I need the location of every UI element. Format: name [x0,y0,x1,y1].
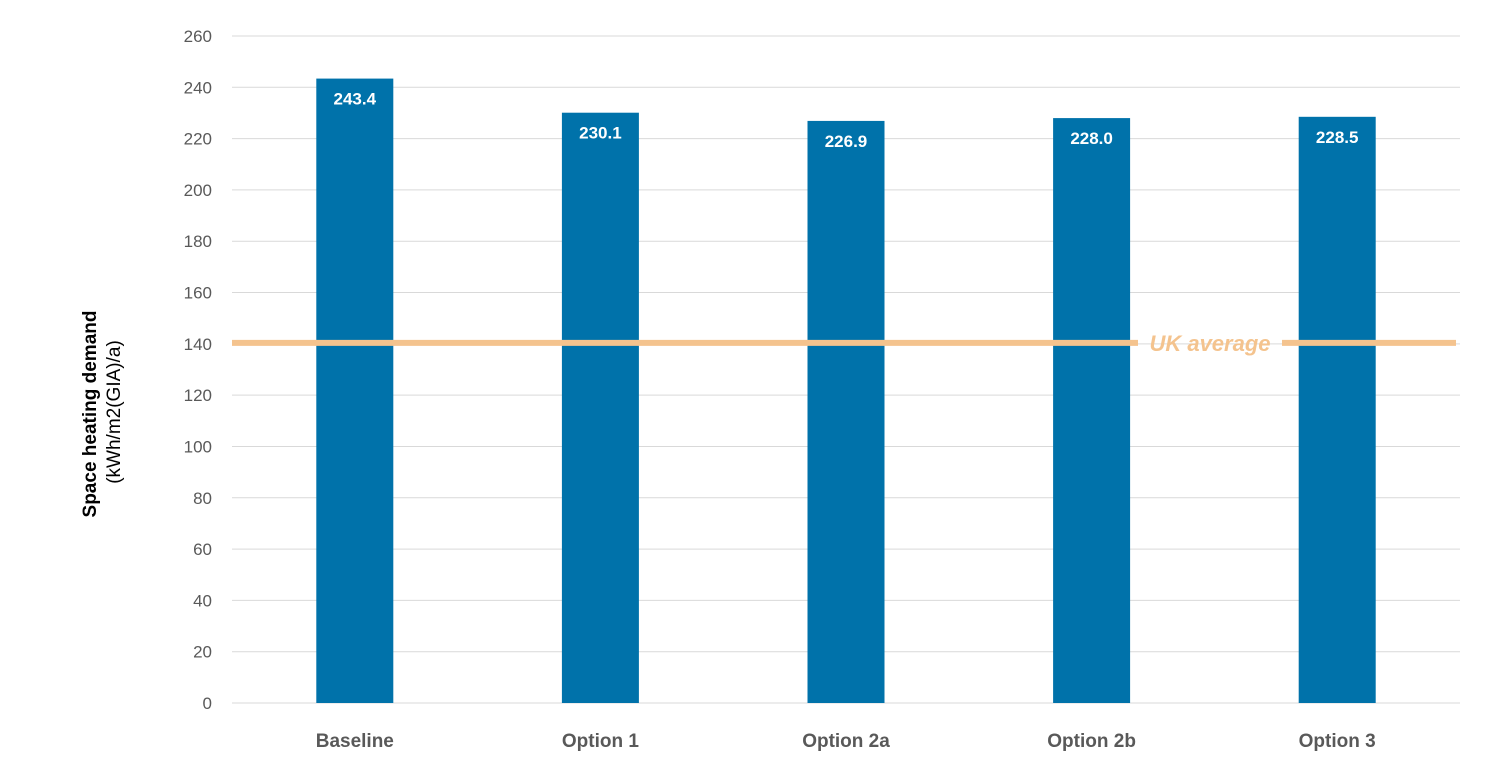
y-tick-label: 100 [184,437,212,456]
y-tick-label: 80 [193,489,212,508]
data-label: 243.4 [334,90,377,109]
bar [1298,116,1376,703]
reference-line-label: UK average [1149,331,1270,356]
y-tick-label: 20 [193,643,212,662]
data-label: 228.0 [1070,129,1113,148]
bar [316,78,394,703]
y-axis-label: Space heating demand (kWh/m2(GIA)/a) [80,307,125,518]
x-axis-categories: Baseline Option 1 Option 2a Option 2b Option… [316,731,1376,752]
bar [807,120,885,703]
y-tick-label: 140 [184,335,212,354]
bar [561,112,639,703]
y-tick-label: 60 [193,540,212,559]
x-category-label: Option 2a [802,731,890,752]
data-labels: 243.4 230.1 226.9 228.0 228.5 [334,90,1359,151]
y-tick-label: 260 [184,27,212,46]
reference-line-group: UK average [232,331,1456,356]
y-tick-label: 40 [193,591,212,610]
y-tick-label: 0 [203,694,212,713]
y-tick-label: 200 [184,181,212,200]
data-label: 230.1 [579,124,622,143]
bars [316,78,1376,704]
x-category-label: Baseline [316,731,394,752]
x-category-label: Option 3 [1299,731,1376,752]
x-category-label: Option 1 [562,731,639,752]
data-label: 228.5 [1316,128,1359,147]
y-axis-title: Space heating demand [80,311,101,518]
bar [1053,118,1131,704]
y-axis-unit: (kWh/m2(GIA)/a) [104,340,125,484]
x-category-label: Option 2b [1047,731,1136,752]
y-tick-label: 160 [184,284,212,303]
y-tick-label: 120 [184,386,212,405]
y-tick-label: 180 [184,232,212,251]
y-tick-label: 240 [184,78,212,97]
y-axis-ticks: 0 20 40 60 80 100 120 140 160 180 200 220 240 260 [184,27,212,713]
data-label: 226.9 [825,132,868,151]
y-tick-label: 220 [184,130,212,149]
